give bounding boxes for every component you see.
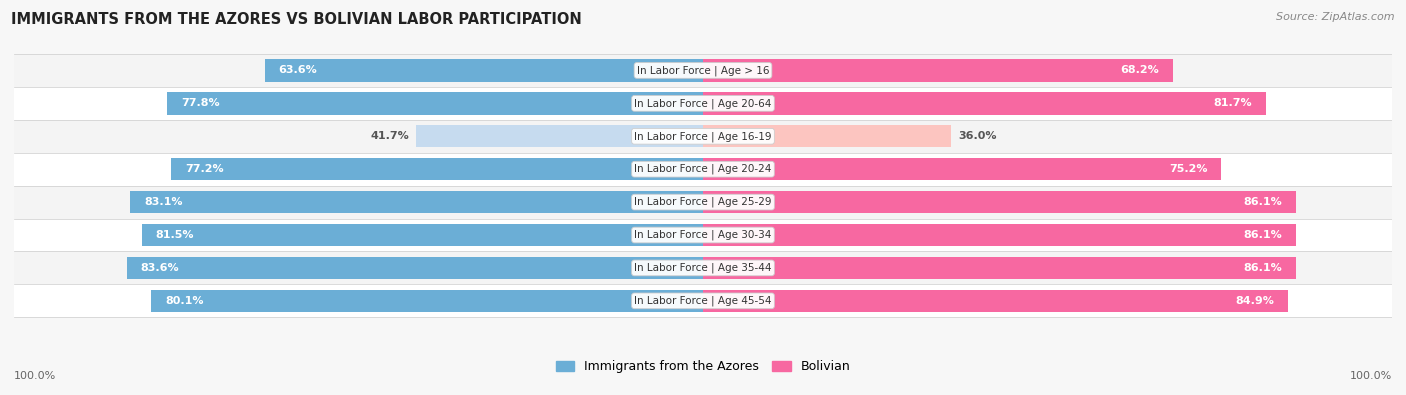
Text: 41.7%: 41.7%: [370, 131, 409, 141]
Text: 100.0%: 100.0%: [14, 371, 56, 381]
Text: 81.7%: 81.7%: [1213, 98, 1253, 108]
Text: Source: ZipAtlas.com: Source: ZipAtlas.com: [1277, 12, 1395, 22]
Bar: [264, 59, 703, 82]
Bar: [14, 284, 1392, 317]
Bar: [703, 191, 1296, 213]
Text: In Labor Force | Age 20-64: In Labor Force | Age 20-64: [634, 98, 772, 109]
Bar: [703, 92, 1265, 115]
Bar: [703, 59, 1173, 82]
Text: 86.1%: 86.1%: [1244, 263, 1282, 273]
Text: In Labor Force | Age 35-44: In Labor Force | Age 35-44: [634, 263, 772, 273]
Bar: [142, 224, 703, 246]
Text: 83.6%: 83.6%: [141, 263, 180, 273]
Bar: [703, 290, 1288, 312]
Text: In Labor Force | Age > 16: In Labor Force | Age > 16: [637, 65, 769, 76]
Bar: [14, 252, 1392, 284]
Text: In Labor Force | Age 30-34: In Labor Force | Age 30-34: [634, 230, 772, 240]
Text: In Labor Force | Age 16-19: In Labor Force | Age 16-19: [634, 131, 772, 141]
Text: 80.1%: 80.1%: [165, 296, 204, 306]
Text: 83.1%: 83.1%: [145, 197, 183, 207]
Text: 86.1%: 86.1%: [1244, 230, 1282, 240]
Text: 75.2%: 75.2%: [1168, 164, 1208, 174]
Bar: [127, 257, 703, 279]
Bar: [14, 153, 1392, 186]
Bar: [14, 120, 1392, 153]
Bar: [14, 186, 1392, 218]
Text: IMMIGRANTS FROM THE AZORES VS BOLIVIAN LABOR PARTICIPATION: IMMIGRANTS FROM THE AZORES VS BOLIVIAN L…: [11, 12, 582, 27]
Text: 63.6%: 63.6%: [278, 66, 318, 75]
Text: 84.9%: 84.9%: [1236, 296, 1274, 306]
Bar: [14, 87, 1392, 120]
Bar: [14, 54, 1392, 87]
Bar: [416, 125, 703, 147]
Bar: [131, 191, 703, 213]
Bar: [167, 92, 703, 115]
Bar: [172, 158, 703, 181]
Legend: Immigrants from the Azores, Bolivian: Immigrants from the Azores, Bolivian: [551, 356, 855, 378]
Text: 77.8%: 77.8%: [181, 98, 219, 108]
Bar: [14, 218, 1392, 252]
Bar: [703, 224, 1296, 246]
Text: In Labor Force | Age 45-54: In Labor Force | Age 45-54: [634, 295, 772, 306]
Bar: [703, 257, 1296, 279]
Text: 68.2%: 68.2%: [1121, 66, 1159, 75]
Text: 100.0%: 100.0%: [1350, 371, 1392, 381]
Text: 81.5%: 81.5%: [155, 230, 194, 240]
Text: 36.0%: 36.0%: [957, 131, 997, 141]
Bar: [703, 125, 950, 147]
Text: In Labor Force | Age 20-24: In Labor Force | Age 20-24: [634, 164, 772, 175]
Text: 77.2%: 77.2%: [186, 164, 224, 174]
Bar: [703, 158, 1220, 181]
Bar: [152, 290, 703, 312]
Text: In Labor Force | Age 25-29: In Labor Force | Age 25-29: [634, 197, 772, 207]
Text: 86.1%: 86.1%: [1244, 197, 1282, 207]
